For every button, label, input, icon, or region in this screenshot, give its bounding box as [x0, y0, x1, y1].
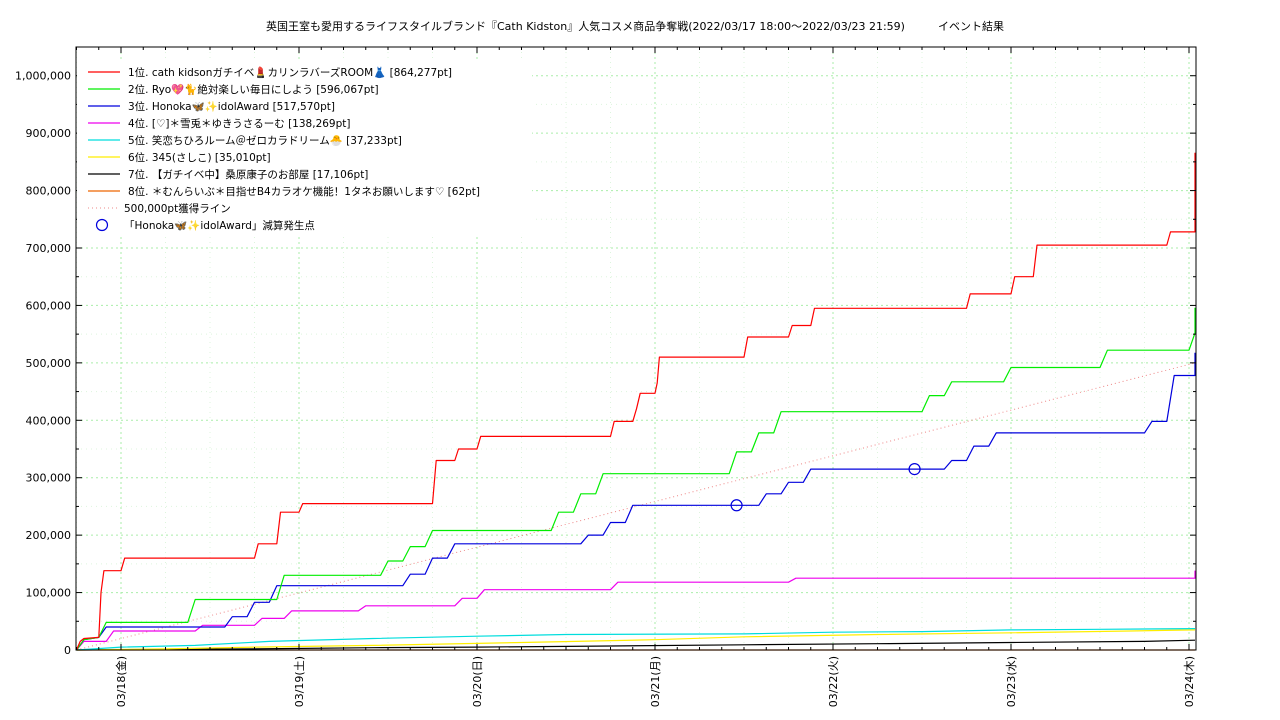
x-tick-label: 03/22(火)	[827, 656, 840, 707]
legend-label-marker: 「Honoka🦋✨idolAward」減算発生点	[124, 219, 315, 232]
series-line-5	[76, 627, 1196, 651]
series-line-4	[76, 570, 1196, 651]
legend-label: 8位. ＊むんらいぶ＊目指せB4カラオケ機能！1タネお願いします♡ [62pt]	[128, 185, 480, 198]
y-tick-label: 0	[64, 644, 71, 657]
legend-label: 1位. cath kidsonガチイベ💄カリンラバーズROOM👗 [864,27…	[128, 66, 452, 79]
y-tick-label: 300,000	[26, 472, 72, 485]
series-line-6	[76, 629, 1196, 651]
legend-label: 5位. 笑恋ちひろルーム＠ゼロカラドリーム🐣 [37,233pt]	[128, 134, 402, 147]
legend: 1位. cath kidsonガチイベ💄カリンラバーズROOM👗 [864,27…	[77, 60, 532, 235]
legend-label: 7位. 【ガチイベ中】桑原康子のお部屋 [17,106pt]	[128, 168, 368, 181]
decrement-marker-1	[730, 499, 743, 512]
y-tick-label: 900,000	[26, 127, 72, 140]
marker-layer	[730, 463, 921, 512]
x-tick-label: 03/23(水)	[1005, 656, 1018, 707]
x-tick-label: 03/18(金)	[114, 656, 128, 707]
decrement-marker-2	[908, 463, 921, 476]
chart-title: 英国王室も愛用するライフスタイルブランド『Cath Kidston』人気コスメ商…	[266, 19, 1004, 33]
legend-swatch-marker	[95, 218, 109, 232]
legend-label: 2位. Ryo💖🐈絶対楽しい毎日にしよう [596,067pt]	[128, 83, 379, 96]
x-axis-labels: 03/18(金) 03/19(土) 03/20(日) 03/21(月) 03/22(火)…	[114, 656, 1196, 707]
x-tick-label: 03/19(土)	[293, 656, 306, 707]
series-line-2	[76, 307, 1196, 651]
y-tick-label: 600,000	[26, 299, 72, 312]
series-line-3	[76, 352, 1196, 651]
legend-label: 3位. Honoka🦋✨idolAward [517,570pt]	[128, 100, 335, 113]
y-tick-label: 500,000	[26, 357, 72, 370]
y-tick-label: 800,000	[26, 185, 72, 198]
legend-label-reference: 500,000pt獲得ライン	[124, 202, 231, 215]
y-axis-labels: 0 100,000 200,000 300,000 400,000 500,000 600,…	[15, 70, 71, 657]
y-tick-label: 1,000,000	[15, 70, 71, 83]
plot-frame	[75, 46, 1197, 651]
legend-label: 6位. 345(さしこ) [35,010pt]	[128, 151, 271, 164]
legend-background	[77, 60, 532, 235]
x-tick-label: 03/20(日)	[471, 656, 484, 707]
y-tick-label: 400,000	[26, 414, 72, 427]
legend-label: 4位. [♡]＊雪兎＊ゆきうさるーむ [138,269pt]	[128, 117, 350, 130]
series-line-7	[76, 639, 1196, 651]
y-tick-label: 100,000	[26, 587, 72, 600]
series-line-1	[75, 152, 1196, 651]
x-tick-label: 03/24(木)	[1183, 656, 1196, 707]
y-tick-label: 700,000	[26, 242, 72, 255]
y-tick-label: 200,000	[26, 529, 72, 542]
x-tick-label: 03/21(月)	[649, 656, 662, 707]
